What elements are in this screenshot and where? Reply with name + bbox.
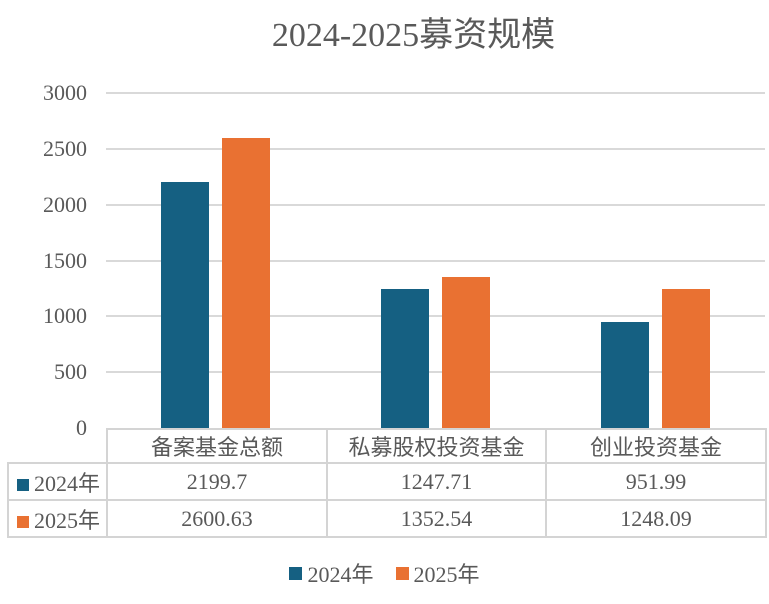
legend: 2024年 2025年: [0, 557, 769, 589]
legend-swatch-icon: [395, 566, 409, 580]
series-label-cell: 2024年: [7, 462, 108, 501]
y-tick-label: 2000: [43, 191, 87, 217]
table-row: 2025年 2600.63 1352.54 1248.09: [7, 499, 767, 538]
series-swatch-icon: [17, 515, 29, 528]
table-value-cell: 951.99: [545, 462, 767, 501]
gridline: [106, 371, 765, 374]
table-value-cell: 1248.09: [545, 499, 767, 538]
legend-label: 2024年: [307, 562, 374, 587]
y-tick-label: 1000: [43, 303, 87, 329]
data-table: 备案基金总额 私募股权投资基金 创业投资基金 2024年 2199.7 1247.71 95…: [7, 428, 767, 538]
series-label-cell: 2025年: [7, 499, 108, 538]
table-header-row: 备案基金总额 私募股权投资基金 创业投资基金: [8, 428, 767, 464]
gridline: [106, 147, 765, 150]
table-value-cell: 2199.7: [106, 462, 328, 501]
table-row: 2024年 2199.7 1247.71 951.99: [7, 462, 767, 501]
bar-group-1: [326, 93, 546, 428]
y-tick-label: 2500: [43, 135, 87, 161]
legend-item-0: 2024年: [289, 557, 374, 589]
y-tick-label: 0: [76, 415, 87, 440]
bar-series0-cat2: [600, 321, 649, 428]
legend-label: 2025年: [413, 562, 480, 587]
bar-group-2: [545, 93, 765, 428]
table-category-header: 备案基金总额: [106, 428, 328, 464]
chart-title: 2024-2025募资规模: [271, 17, 556, 54]
table-corner-cell: [8, 429, 107, 463]
legend-swatch-icon: [289, 566, 303, 580]
series-swatch-icon: [17, 478, 29, 491]
table-category-header: 创业投资基金: [545, 428, 767, 464]
table-value-cell: 1352.54: [326, 499, 547, 538]
y-tick-label: 1500: [43, 247, 87, 273]
bars-layer: [106, 93, 765, 428]
bar-series0-cat0: [161, 182, 210, 428]
gridline: [106, 203, 765, 206]
bar-series1-cat0: [222, 137, 271, 428]
bar-series1-cat1: [442, 276, 490, 428]
y-tick-label: 500: [54, 359, 87, 385]
legend-item-1: 2025年: [395, 557, 480, 589]
plot-area: [106, 92, 765, 428]
gridline: [106, 92, 765, 94]
bar-series1-cat2: [661, 288, 710, 428]
bar-group-0: [106, 93, 326, 428]
y-tick-label: 3000: [43, 80, 87, 105]
gridline: [106, 315, 765, 318]
gridline: [106, 259, 765, 262]
table-value-cell: 2600.63: [106, 499, 328, 538]
table-value-cell: 1247.71: [326, 462, 547, 501]
bar-series0-cat1: [381, 288, 429, 428]
table-category-header: 私募股权投资基金: [326, 428, 547, 464]
